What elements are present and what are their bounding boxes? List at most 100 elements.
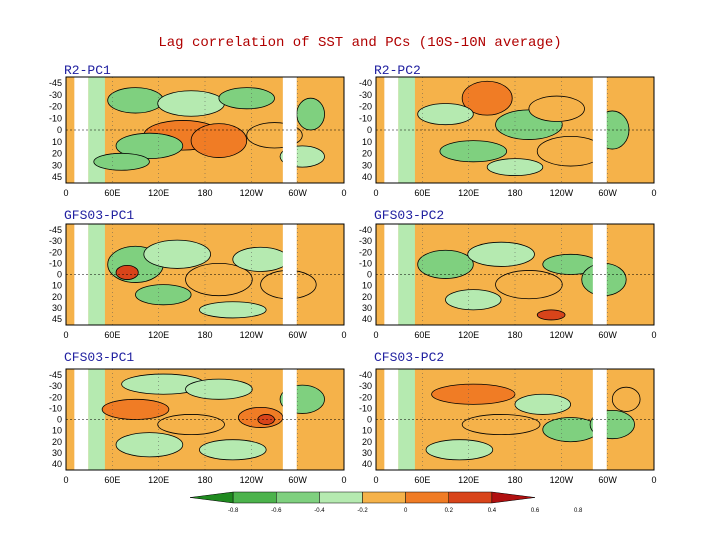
y-tick-label: -10 bbox=[359, 403, 372, 413]
y-tick-label: 45 bbox=[52, 314, 62, 324]
y-tick-label: 40 bbox=[362, 459, 372, 469]
y-tick-label: -20 bbox=[49, 392, 62, 402]
field-region bbox=[157, 414, 225, 436]
y-tick-label: -10 bbox=[49, 113, 62, 123]
field-region bbox=[185, 378, 253, 400]
field-region bbox=[296, 97, 325, 131]
y-tick-label: 30 bbox=[52, 448, 62, 458]
colorbar-label: 0 bbox=[404, 508, 408, 514]
x-tick-label: 0 bbox=[63, 188, 68, 198]
field-region bbox=[536, 309, 566, 321]
colorbar-swatch bbox=[189, 491, 234, 504]
panel-frame bbox=[375, 368, 655, 471]
x-tick-label: 120W bbox=[550, 475, 574, 485]
y-tick-label: 20 bbox=[362, 149, 372, 159]
x-tick-label: 0 bbox=[341, 330, 346, 340]
missing-data-band bbox=[592, 369, 607, 470]
field-region bbox=[93, 152, 150, 171]
panel-title: R2-PC1 bbox=[64, 63, 111, 78]
field-region bbox=[143, 239, 211, 269]
y-tick-label: -20 bbox=[49, 102, 62, 112]
x-tick-label: 60W bbox=[598, 188, 617, 198]
x-tick-label: 60W bbox=[288, 188, 307, 198]
x-tick-label: 180 bbox=[197, 475, 212, 485]
x-tick-label: 60E bbox=[414, 188, 430, 198]
x-tick-label: 180 bbox=[507, 475, 522, 485]
y-tick-label: 30 bbox=[52, 303, 62, 313]
y-tick-label: -40 bbox=[359, 225, 372, 235]
y-tick-label: 10 bbox=[362, 137, 372, 147]
y-tick-label: -20 bbox=[359, 247, 372, 257]
colorbar-label: 0.6 bbox=[531, 508, 540, 514]
field-region bbox=[199, 439, 267, 461]
panel-frame bbox=[375, 223, 655, 326]
field-region bbox=[115, 265, 139, 280]
y-tick-label: 0 bbox=[57, 415, 62, 425]
field-region bbox=[461, 80, 513, 116]
field-region bbox=[157, 90, 225, 117]
y-tick-label: 10 bbox=[362, 281, 372, 291]
y-tick-label: 10 bbox=[52, 137, 62, 147]
x-tick-label: 60W bbox=[598, 475, 617, 485]
y-tick-label: 20 bbox=[52, 437, 62, 447]
field-region bbox=[445, 289, 502, 311]
field-region bbox=[115, 132, 184, 160]
field-region bbox=[461, 414, 541, 436]
field-region bbox=[190, 123, 248, 158]
missing-data-band bbox=[592, 224, 607, 325]
y-tick-label: -30 bbox=[49, 90, 62, 100]
x-tick-label: 180 bbox=[507, 188, 522, 198]
panel-title: CFS03-PC2 bbox=[374, 350, 444, 365]
missing-data-band bbox=[282, 77, 297, 183]
y-tick-label: 0 bbox=[57, 125, 62, 135]
y-tick-label: 0 bbox=[367, 125, 372, 135]
colorbar-swatch bbox=[232, 491, 277, 504]
y-tick-label: 0 bbox=[367, 415, 372, 425]
y-tick-label: -45 bbox=[49, 225, 62, 235]
colorbar-label: 0.8 bbox=[574, 508, 583, 514]
x-tick-label: 180 bbox=[197, 188, 212, 198]
field-region bbox=[467, 241, 535, 267]
x-tick-label: 0 bbox=[651, 330, 656, 340]
x-tick-label: 120W bbox=[550, 330, 574, 340]
colorbar-label: -0.8 bbox=[228, 508, 239, 514]
y-tick-label: 0 bbox=[57, 270, 62, 280]
x-tick-label: 0 bbox=[63, 475, 68, 485]
field-region bbox=[431, 383, 516, 405]
field-region bbox=[88, 369, 105, 470]
y-tick-label: -30 bbox=[49, 236, 62, 246]
missing-data-band bbox=[74, 369, 89, 470]
x-tick-label: 0 bbox=[341, 188, 346, 198]
colorbar-label: -0.4 bbox=[314, 508, 325, 514]
y-tick-label: -30 bbox=[359, 90, 372, 100]
y-tick-label: -10 bbox=[49, 403, 62, 413]
colorbar-label: 0.4 bbox=[488, 508, 497, 514]
y-tick-label: 30 bbox=[52, 160, 62, 170]
field-region bbox=[185, 262, 253, 297]
field-region bbox=[115, 432, 184, 458]
x-tick-label: 0 bbox=[651, 475, 656, 485]
missing-data-band bbox=[282, 224, 297, 325]
y-tick-label: -10 bbox=[49, 258, 62, 268]
field-region bbox=[425, 439, 494, 461]
x-tick-label: 120E bbox=[458, 475, 479, 485]
colorbar-swatch bbox=[491, 491, 536, 504]
y-tick-label: 45 bbox=[52, 172, 62, 182]
field-region bbox=[611, 386, 641, 412]
missing-data-band bbox=[384, 77, 399, 183]
colorbar-label: -0.2 bbox=[357, 508, 368, 514]
x-tick-label: 60W bbox=[288, 475, 307, 485]
field-region bbox=[135, 284, 192, 306]
field-region bbox=[495, 270, 563, 300]
field-region bbox=[199, 301, 267, 319]
y-tick-label: 30 bbox=[362, 448, 372, 458]
field-region bbox=[232, 246, 289, 272]
y-tick-label: -40 bbox=[359, 78, 372, 88]
y-tick-label: -45 bbox=[49, 370, 62, 380]
x-tick-label: 0 bbox=[651, 188, 656, 198]
y-tick-label: 40 bbox=[362, 172, 372, 182]
